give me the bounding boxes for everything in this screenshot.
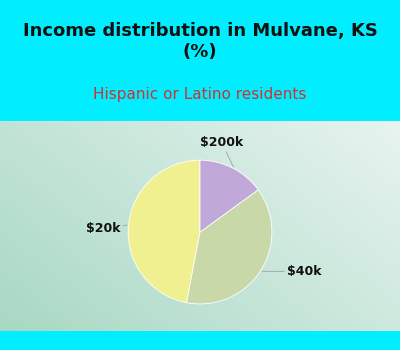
Text: Hispanic or Latino residents: Hispanic or Latino residents	[93, 87, 307, 102]
Text: $20k: $20k	[86, 222, 127, 235]
Text: Income distribution in Mulvane, KS
(%): Income distribution in Mulvane, KS (%)	[22, 22, 378, 61]
Wedge shape	[128, 160, 200, 303]
Wedge shape	[200, 160, 258, 232]
Wedge shape	[186, 190, 272, 304]
Text: $40k: $40k	[262, 265, 322, 278]
Text: $200k: $200k	[200, 136, 243, 167]
